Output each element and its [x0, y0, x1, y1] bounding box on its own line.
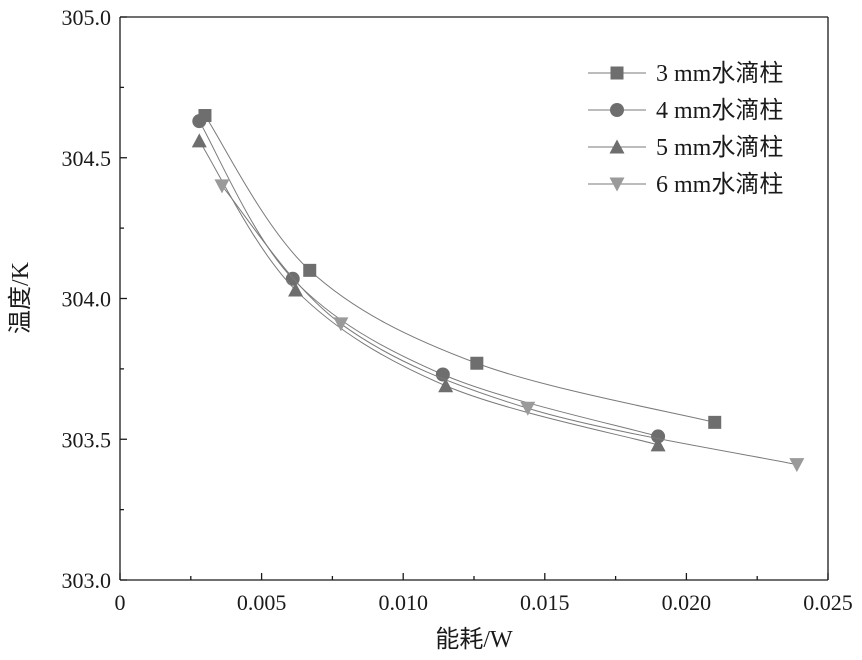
- legend-marker: [609, 139, 625, 154]
- series-2: [192, 114, 666, 444]
- x-ticks: 0 0.005 0.010 0.015 0.020 0.025: [115, 573, 853, 615]
- y-tick-label: 303.0: [62, 568, 112, 593]
- legend-item: 3 mm水滴柱: [588, 60, 783, 87]
- data-point: [708, 415, 722, 429]
- x-tick-label: 0.015: [520, 590, 570, 615]
- legend-item: 4 mm水滴柱: [588, 97, 783, 124]
- x-tick-label: 0: [115, 590, 126, 615]
- x-tick-label: 0.020: [662, 590, 712, 615]
- legend-label: 6 mm水滴柱: [656, 171, 783, 198]
- legend-label: 4 mm水滴柱: [656, 97, 783, 124]
- data-point: [650, 437, 666, 452]
- series-line: [198, 120, 659, 437]
- data-point: [192, 114, 207, 129]
- legend-marker: [610, 66, 624, 80]
- series-3: [191, 133, 666, 452]
- y-tick-label: 304.0: [62, 287, 112, 312]
- x-tick-label: 0.005: [237, 590, 287, 615]
- series-line: [204, 115, 715, 423]
- legend-label: 5 mm水滴柱: [656, 134, 783, 161]
- legend-marker: [609, 177, 625, 192]
- data-point: [435, 367, 450, 382]
- x-tick-label: 0.010: [378, 590, 428, 615]
- data-point: [470, 356, 484, 370]
- data-point: [288, 282, 304, 297]
- series-line: [221, 185, 797, 466]
- y-tick-label: 303.5: [62, 427, 112, 452]
- series-4: [214, 179, 805, 473]
- y-tick-label: 305.0: [62, 5, 112, 30]
- x-tick-label: 0.025: [803, 590, 853, 615]
- y-tick-label: 304.5: [62, 146, 112, 171]
- legend: 3 mm水滴柱 4 mm水滴柱 5 mm水滴柱 6 mm水滴柱: [588, 60, 783, 198]
- x-axis-title: 能耗/W: [435, 626, 513, 653]
- legend-marker: [610, 103, 624, 117]
- data-point: [789, 458, 805, 473]
- data-point: [214, 179, 230, 194]
- data-point: [520, 401, 536, 416]
- legend-label: 3 mm水滴柱: [656, 60, 783, 87]
- y-axis-title: 温度/K: [7, 261, 34, 334]
- legend-item: 6 mm水滴柱: [588, 171, 783, 198]
- data-point: [438, 378, 454, 393]
- y-ticks: 303.0 303.5 304.0 304.5 305.0: [62, 5, 127, 593]
- series-layer: [191, 109, 805, 473]
- data-point: [333, 317, 349, 332]
- legend-item: 5 mm水滴柱: [588, 134, 783, 161]
- data-point: [303, 263, 317, 277]
- series-line: [198, 140, 659, 446]
- data-point: [651, 429, 666, 444]
- data-point: [191, 133, 207, 148]
